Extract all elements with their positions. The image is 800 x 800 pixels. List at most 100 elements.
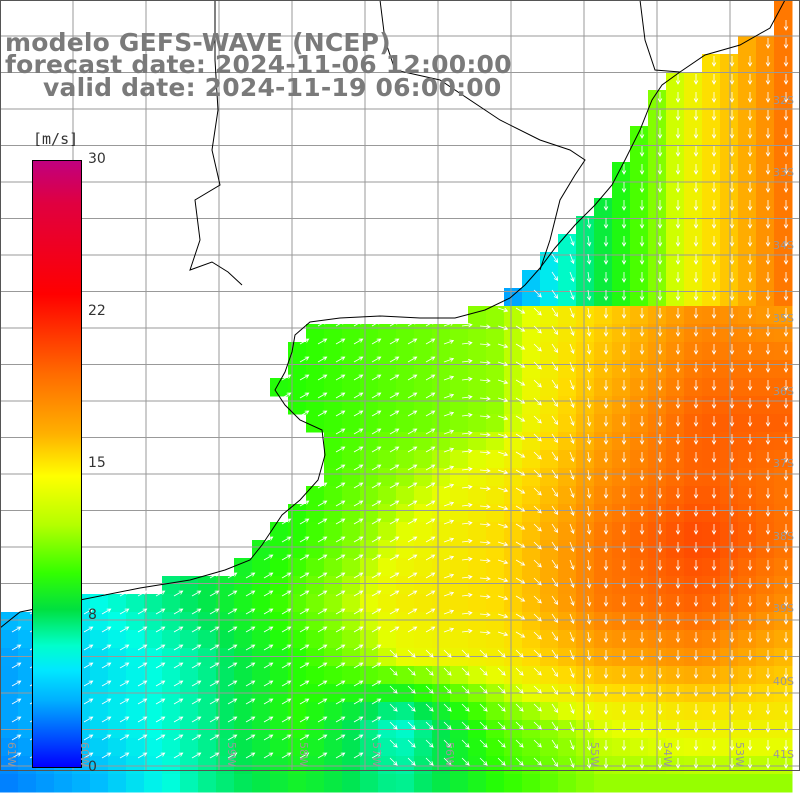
- wind-cell: [324, 396, 343, 415]
- wind-arrow: [317, 572, 328, 579]
- wind-arrow: [675, 92, 681, 103]
- wind-cell: [504, 396, 523, 415]
- wind-cell: [558, 630, 577, 649]
- wind-cell: [414, 360, 433, 379]
- wind-arrow: [371, 464, 382, 471]
- wind-cell: [324, 540, 343, 559]
- wind-arrow: [675, 110, 681, 121]
- wind-cell: [486, 468, 505, 487]
- wind-cell: [324, 360, 343, 379]
- wind-cell: [774, 576, 793, 595]
- wind-arrow: [569, 541, 575, 553]
- wind-cell: [738, 756, 757, 775]
- country-border: [189, 0, 681, 286]
- wind-arrow: [569, 685, 575, 697]
- wind-cell: [756, 396, 775, 415]
- wind-arrow: [83, 752, 94, 759]
- wind-arrow: [569, 307, 575, 319]
- wind-arrow: [551, 469, 559, 479]
- wind-cell: [342, 666, 361, 685]
- wind-cell: [612, 378, 631, 397]
- wind-arrow: [747, 704, 753, 715]
- wind-cell: [342, 378, 361, 397]
- wind-cell: [630, 324, 649, 343]
- wind-arrow: [407, 428, 418, 435]
- wind-arrow: [497, 703, 506, 712]
- wind-cell: [720, 108, 739, 127]
- wind-arrow: [479, 486, 491, 491]
- wind-cell: [558, 558, 577, 577]
- wind-arrow: [693, 290, 699, 301]
- wind-arrow: [603, 650, 609, 661]
- wind-arrow: [461, 628, 473, 634]
- wind-cell: [504, 342, 523, 361]
- wind-cell: [522, 414, 541, 433]
- wind-cell: [522, 432, 541, 451]
- wind-cell: [144, 648, 163, 667]
- wind-arrow: [479, 540, 491, 545]
- wind-cell: [576, 522, 595, 541]
- wind-cell: [360, 504, 379, 523]
- wind-cell: [414, 450, 433, 469]
- wind-cell: [504, 576, 523, 595]
- wind-cell: [198, 756, 217, 775]
- wind-cell: [360, 450, 379, 469]
- wind-cell: [630, 594, 649, 613]
- wind-arrow: [425, 518, 436, 525]
- wind-arrow: [675, 614, 681, 625]
- wind-cell: [702, 468, 721, 487]
- wind-arrow: [586, 631, 592, 643]
- wind-arrow: [657, 686, 663, 697]
- wind-arrow: [371, 716, 382, 723]
- wind-cell: [414, 558, 433, 577]
- wind-arrow: [335, 500, 346, 507]
- wind-arrow: [191, 590, 202, 597]
- wind-cell: [450, 522, 469, 541]
- wind-arrow: [317, 680, 328, 687]
- wind-arrow: [729, 758, 735, 769]
- wind-arrow: [353, 410, 364, 417]
- wind-arrow: [11, 752, 22, 759]
- wind-cell: [684, 540, 703, 559]
- wind-arrow: [765, 236, 771, 247]
- wind-cell: [594, 396, 613, 415]
- wind-arrow: [675, 416, 681, 427]
- wind-arrow: [569, 397, 575, 409]
- wind-cell: [666, 522, 685, 541]
- wind-cell: [576, 666, 595, 685]
- wind-arrow: [783, 56, 789, 67]
- wind-arrow: [551, 721, 559, 731]
- wind-cell: [738, 90, 757, 109]
- wind-cell: [666, 90, 685, 109]
- wind-cell: [378, 432, 397, 451]
- wind-cell: [504, 648, 523, 667]
- wind-cell: [702, 90, 721, 109]
- wind-cell: [252, 630, 271, 649]
- wind-cell: [756, 144, 775, 163]
- wind-cell: [594, 450, 613, 469]
- wind-arrow: [639, 758, 645, 769]
- wind-arrow: [425, 757, 434, 766]
- wind-arrow: [657, 434, 663, 445]
- wind-cell: [612, 198, 631, 217]
- wind-cell: [774, 702, 793, 721]
- wind-arrow: [281, 392, 292, 399]
- wind-cell: [576, 540, 595, 559]
- wind-arrow: [371, 446, 382, 453]
- wind-cell: [252, 666, 271, 685]
- wind-cell: [162, 738, 181, 757]
- wind-arrow: [11, 680, 22, 687]
- wind-arrow: [407, 500, 418, 507]
- wind-cell: [594, 306, 613, 325]
- wind-cell: [468, 594, 487, 613]
- wind-arrow: [551, 559, 559, 569]
- wind-arrow: [765, 218, 771, 229]
- wind-arrow: [227, 608, 238, 615]
- wind-arrow: [729, 92, 735, 103]
- wind-cell: [558, 324, 577, 343]
- wind-arrow: [317, 536, 328, 543]
- wind-arrow: [479, 739, 488, 748]
- wind-cell: [180, 774, 199, 793]
- wind-cell: [558, 738, 577, 757]
- wind-arrow: [299, 536, 310, 543]
